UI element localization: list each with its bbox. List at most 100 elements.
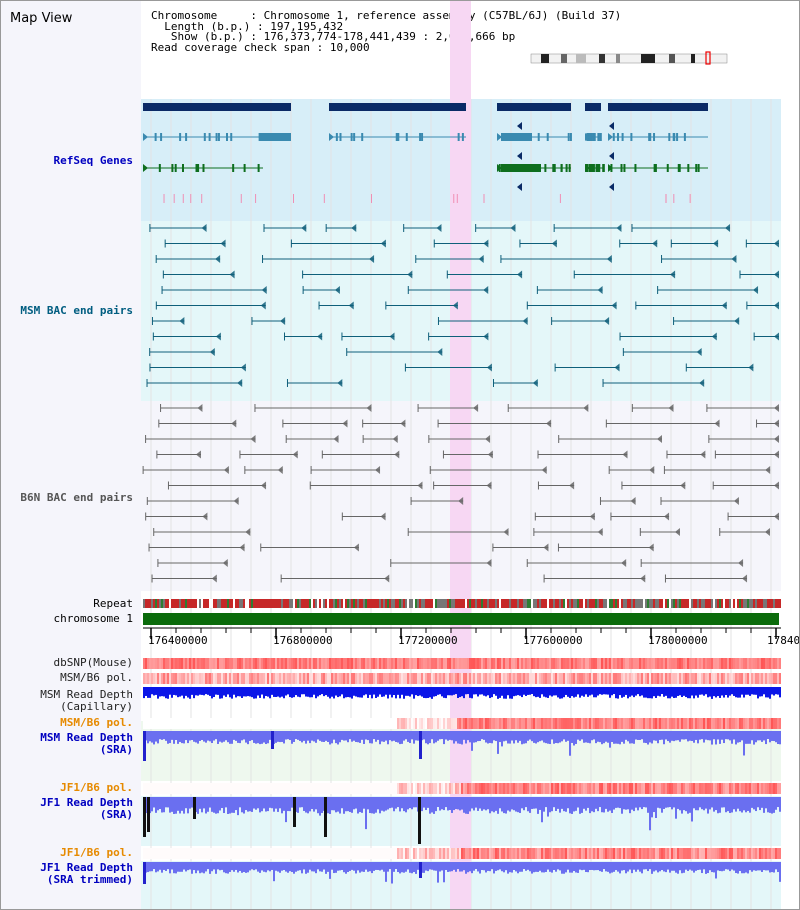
- dbsnp-cell: [335, 658, 337, 669]
- msm-b6-pol2-cell: [303, 718, 305, 729]
- msm-b6-pol2-cell: [149, 718, 151, 729]
- jf1-trim-depth-bar: [317, 862, 319, 870]
- msm-sra-depth-bar: [165, 731, 167, 741]
- jf1-pol2-cell: [417, 848, 419, 859]
- msm-b6-pol2-label[interactable]: MSM/B6 pol.: [60, 716, 133, 729]
- msm-b6-pol2-cell: [157, 718, 159, 729]
- msm-b6-pol2-cell: [671, 718, 673, 729]
- msm-read-depth-sra-label[interactable]: MSM Read Depth (SRA): [40, 732, 133, 756]
- dbsnp-cell: [229, 658, 231, 669]
- msm-b6-pol2-cell: [363, 718, 365, 729]
- dbsnp-cell: [191, 658, 193, 669]
- msm-sra-depth-bar: [389, 731, 391, 741]
- msm-b6-pol2-cell: [631, 718, 633, 729]
- jf1-b6-pol2-label[interactable]: JF1/B6 pol.: [60, 846, 133, 859]
- dbsnp-cell: [699, 658, 701, 669]
- msm-capillary-depth-bar: [319, 687, 321, 696]
- msm-b6-pol2-cell: [173, 718, 175, 729]
- msm-capillary-depth-bar: [459, 687, 461, 698]
- dbsnp-cell: [493, 658, 495, 669]
- msm-sra-depth-bar: [639, 731, 641, 740]
- dbsnp-cell: [251, 658, 253, 669]
- b6n-bac-pair-arrow: [656, 435, 662, 443]
- jf1-sra-depth-bar: [561, 797, 563, 809]
- dbsnp-cell: [205, 658, 207, 669]
- dbsnp-cell: [337, 658, 339, 669]
- dbsnp-label[interactable]: dbSNP(Mouse): [53, 656, 133, 669]
- dbsnp-cell: [307, 658, 309, 669]
- msm-sra-depth-bar: [745, 731, 747, 744]
- jf1-sra-depth-bar: [693, 797, 695, 809]
- msm-capillary-depth-bar: [565, 687, 567, 695]
- exon: [677, 164, 680, 172]
- dbsnp-cell: [585, 658, 587, 669]
- msm-b6-pol-cell: [607, 673, 609, 684]
- msm-read-depth-capillary-label[interactable]: MSM Read Depth (Capillary): [40, 689, 133, 713]
- repeat-block: [603, 599, 605, 608]
- msm-b6-pol-cell: [483, 673, 485, 684]
- jf1-pol2-cell: [529, 848, 531, 859]
- msm-capillary-depth-bar: [331, 687, 333, 697]
- msm-bac-pair-arrow: [237, 379, 243, 387]
- dbsnp-cell: [177, 658, 179, 669]
- dbsnp-cell: [439, 658, 441, 669]
- msm-b6-pol2-cell: [345, 718, 347, 729]
- jf1-trim-depth-bar: [325, 862, 327, 874]
- msm-b6-pol-cell: [663, 673, 665, 684]
- msm-b6-pol-cell: [447, 673, 449, 684]
- jf1-pol2-cell: [569, 848, 571, 859]
- msm-b6-pol2-cell: [571, 718, 573, 729]
- exon: [361, 133, 364, 141]
- repeat-block: [541, 599, 543, 608]
- jf1-pol-cell: [199, 783, 201, 794]
- msm-bac-label[interactable]: MSM BAC end pairs: [20, 304, 133, 317]
- dbsnp-cell: [609, 658, 611, 669]
- jf1-trim-depth-bar: [521, 862, 523, 872]
- msm-capillary-depth-bar: [465, 687, 467, 695]
- msm-bac-pair-arrow: [351, 224, 357, 232]
- repeat-block: [683, 599, 685, 608]
- msm-capillary-depth-bar: [489, 687, 491, 699]
- msm-sra-depth-bar: [215, 731, 217, 740]
- msm-capillary-depth-bar: [713, 687, 715, 697]
- repeat-block: [597, 599, 599, 608]
- msm-capillary-depth-bar: [595, 687, 597, 698]
- jf1-sra-depth-bar: [389, 797, 391, 809]
- repeat-block: [329, 599, 331, 608]
- msm-b6-pol2-cell: [307, 718, 309, 729]
- dbsnp-cell: [489, 658, 491, 669]
- msm-b6-pol-cell: [335, 673, 337, 684]
- jf1-pol-cell: [291, 783, 293, 794]
- msm-bac-pair-arrow: [478, 255, 484, 263]
- msm-b6-pol2-cell: [693, 718, 695, 729]
- jf1-pol-cell: [609, 783, 611, 794]
- b6n-bac-pair-arrow: [277, 466, 283, 474]
- refseq-genes-label[interactable]: RefSeq Genes: [53, 154, 133, 167]
- msm-b6-pol2-cell: [563, 718, 565, 729]
- msm-b6-pol-label[interactable]: MSM/B6 pol.: [60, 671, 133, 684]
- msm-sra-depth-bar: [455, 731, 457, 742]
- jf1-pol-cell: [627, 783, 629, 794]
- msm-b6-pol-cell: [225, 673, 227, 684]
- jf1-b6-pol-label[interactable]: JF1/B6 pol.: [60, 781, 133, 794]
- jf1-pol-cell: [449, 783, 451, 794]
- repeat-block: [731, 599, 733, 608]
- jf1-pol2-cell: [709, 848, 711, 859]
- msm-capillary-depth-bar: [515, 687, 517, 696]
- dbsnp-cell: [481, 658, 483, 669]
- jf1-read-depth-label[interactable]: JF1 Read Depth (SRA): [40, 797, 133, 821]
- msm-b6-pol2-cell: [335, 718, 337, 729]
- jf1-pol2-cell: [243, 848, 245, 859]
- repeat-block: [327, 599, 329, 608]
- repeat-block: [173, 599, 175, 608]
- dbsnp-cell: [313, 658, 315, 669]
- msm-capillary-depth-bar: [773, 687, 775, 696]
- jf1-sra-depth-bar: [525, 797, 527, 808]
- msm-b6-pol2-cell: [189, 718, 191, 729]
- dbsnp-cell: [513, 658, 515, 669]
- jf1-pol-cell: [597, 783, 599, 794]
- msm-sra-depth-bar: [685, 731, 687, 740]
- b6n-bac-label[interactable]: B6N BAC end pairs: [20, 491, 133, 504]
- jf1-read-trimmed-label[interactable]: JF1 Read Depth (SRA trimmed): [40, 862, 133, 886]
